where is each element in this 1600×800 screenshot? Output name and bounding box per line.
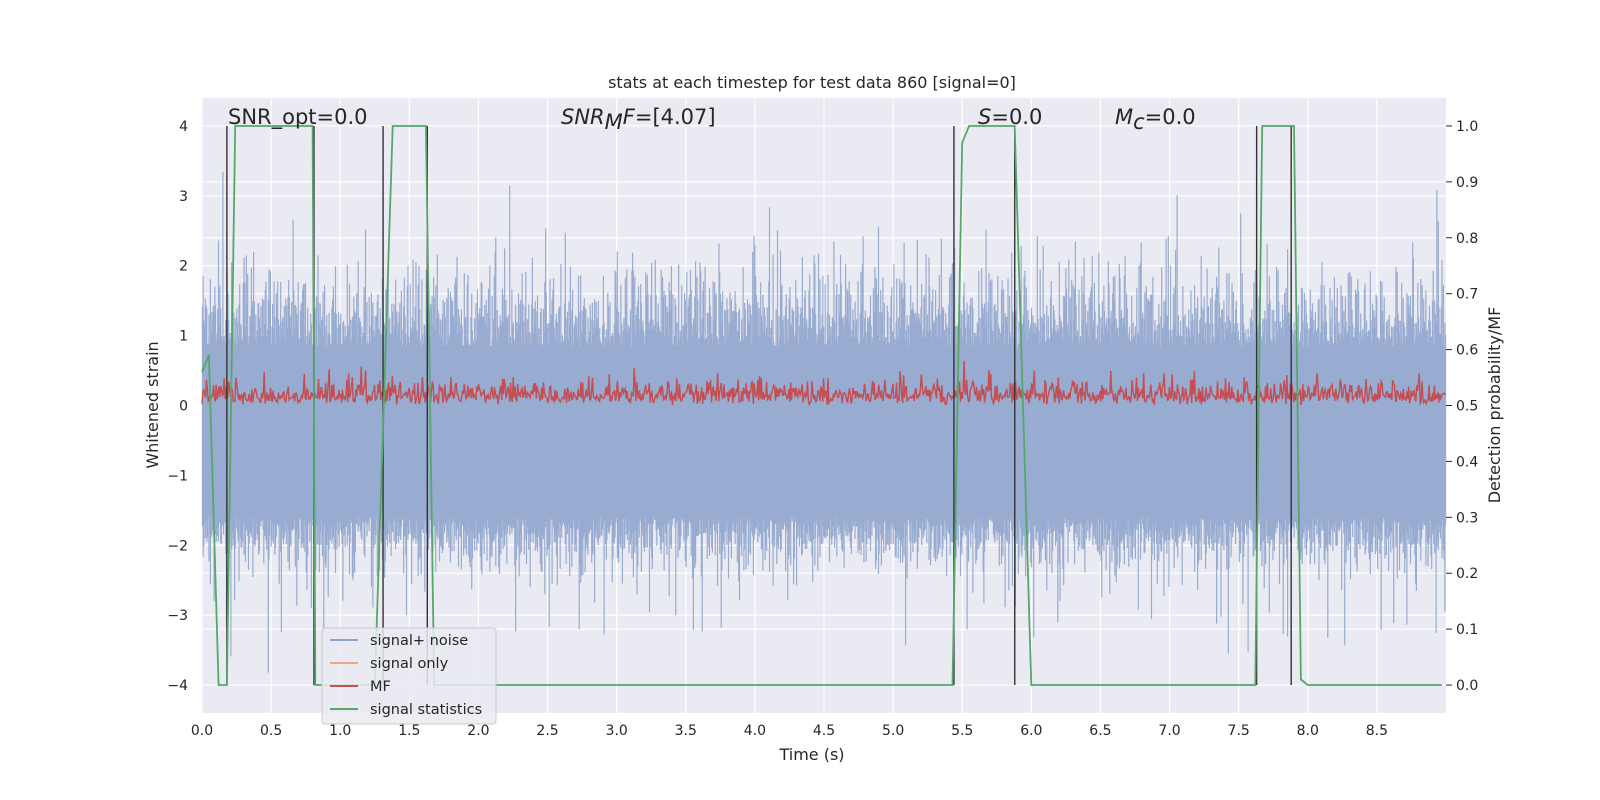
x-tick-label: 3.5 (675, 723, 697, 739)
snr-mf-rest-f: F (623, 105, 636, 129)
x-tick-label: 7.5 (1228, 723, 1250, 739)
s-rest: =0.0 (991, 105, 1042, 129)
x-tick-label: 6.0 (1020, 723, 1042, 739)
snr-mf-symbol: SNR (561, 105, 605, 129)
y2-tick-label: 1.0 (1456, 119, 1478, 135)
chart-title: stats at each timestep for test data 860… (608, 73, 1016, 92)
series-signal-statistics (201, 125, 1442, 686)
y2-tick-label: 0.4 (1456, 454, 1478, 470)
y2-tick-label: 0.7 (1456, 287, 1478, 303)
y2-tick-label: 0.3 (1456, 510, 1478, 526)
y-axis-label: Whitened strain (143, 341, 162, 468)
mc-rest: =0.0 (1145, 105, 1196, 129)
x-tick-label: 5.0 (882, 723, 904, 739)
x-tick-label: 7.0 (1158, 723, 1180, 739)
annotation-mc: Mc=0.0 (1115, 105, 1196, 134)
x-tick-label: 8.5 (1366, 723, 1388, 739)
x-tick-label: 8.0 (1297, 723, 1319, 739)
y-tick-label: 3 (179, 189, 188, 205)
x-tick-label: 4.5 (813, 723, 835, 739)
y-tick-label: 4 (179, 119, 188, 135)
x-tick-label: 5.5 (951, 723, 973, 739)
legend-label-signal-statistics: signal statistics (370, 702, 482, 718)
x-tick-label: 1.5 (398, 723, 420, 739)
data-layer (201, 125, 1447, 686)
snr-mf-rest: =[4.07] (635, 105, 716, 129)
y2-tick-label: 0.9 (1456, 175, 1478, 191)
annotation-snr-opt: SNR_opt=0.0 (228, 105, 368, 130)
annotation-s: S=0.0 (978, 105, 1042, 129)
mc-subscript: c (1133, 110, 1145, 134)
x-tick-label: 2.0 (467, 723, 489, 739)
y-tick-label: 2 (179, 259, 188, 275)
x-tick-label: 0.0 (191, 723, 213, 739)
annotation-snr-mf: SNRMF=[4.07] (561, 105, 716, 134)
mc-symbol: M (1115, 105, 1133, 129)
y2-tick-label: 0.5 (1456, 399, 1478, 415)
y-tick-label: −3 (167, 608, 188, 624)
x-axis-label: Time (s) (778, 745, 844, 764)
legend-box (321, 627, 497, 725)
series-mf (201, 360, 1447, 407)
y-tick-label: −1 (167, 468, 188, 484)
x-tick-label: 0.5 (260, 723, 282, 739)
legend-label-signal-only: signal only (370, 656, 449, 672)
s-symbol: S (978, 105, 991, 129)
x-tick-label: 1.0 (329, 723, 351, 739)
y-tick-label: −4 (167, 678, 188, 694)
y2-tick-label: 0.6 (1456, 343, 1478, 359)
legend-label-mf: MF (370, 679, 391, 695)
x-tick-label: 4.0 (744, 723, 766, 739)
y2-tick-label: 0.1 (1456, 622, 1478, 638)
y2-axis-label: Detection probability/MF (1485, 307, 1504, 504)
y-tick-label: 1 (179, 329, 188, 345)
y-tick-label: 0 (179, 399, 188, 415)
x-tick-label: 3.0 (606, 723, 628, 739)
snr-mf-subscript: M (605, 110, 623, 134)
legend: signal+ noise signal only MF signal stat… (321, 627, 497, 725)
y-tick-label: −2 (167, 538, 188, 554)
axes: 0.0 0.5 1.0 1.5 2.0 2.5 3.0 3.5 4.0 4.5 5.0 5.5 6.0 6… (167, 119, 1478, 739)
y2-tick-label: 0.0 (1456, 678, 1478, 694)
legend-label-signal-noise: signal+ noise (370, 633, 468, 649)
x-tick-label: 6.5 (1089, 723, 1111, 739)
x-tick-label: 2.5 (536, 723, 558, 739)
y2-tick-label: 0.8 (1456, 231, 1478, 247)
y2-tick-label: 0.2 (1456, 566, 1478, 582)
